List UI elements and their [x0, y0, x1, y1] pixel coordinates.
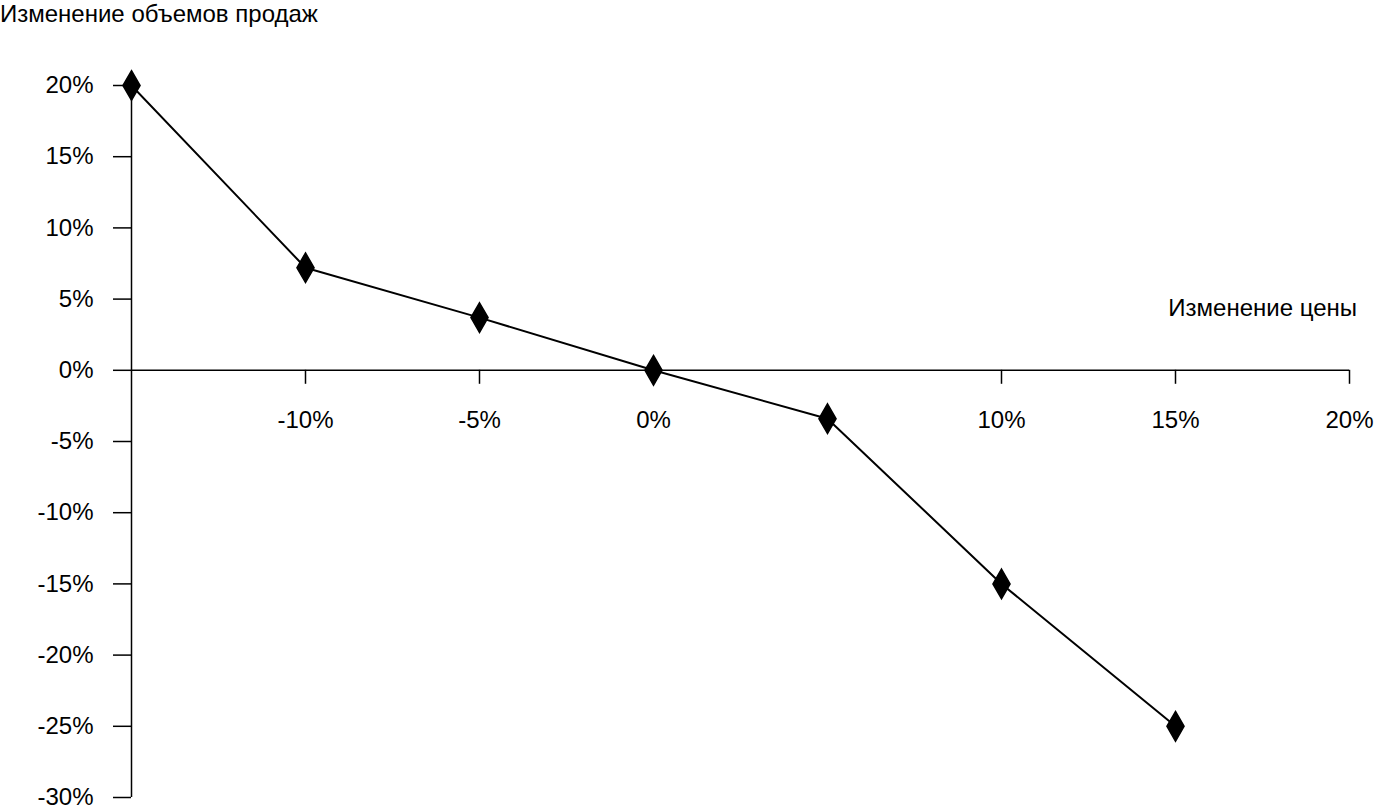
svg-text:-10%: -10% [37, 498, 93, 525]
svg-text:-20%: -20% [37, 641, 93, 668]
svg-text:5%: 5% [59, 285, 94, 312]
svg-text:10%: 10% [45, 214, 93, 241]
svg-text:-15%: -15% [37, 570, 93, 597]
svg-text:-30%: -30% [37, 783, 93, 808]
svg-text:-10%: -10% [277, 406, 333, 433]
svg-text:-5%: -5% [51, 427, 94, 454]
svg-text:20%: 20% [45, 71, 93, 98]
svg-text:10%: 10% [977, 406, 1025, 433]
svg-text:-5%: -5% [458, 406, 501, 433]
svg-text:15%: 15% [1151, 406, 1199, 433]
svg-text:0%: 0% [636, 406, 671, 433]
svg-text:15%: 15% [45, 142, 93, 169]
svg-text:-25%: -25% [37, 712, 93, 739]
svg-text:20%: 20% [1325, 406, 1373, 433]
html-text:Изменение цены: Изменение цены [1168, 294, 1357, 321]
svg-text:0%: 0% [59, 356, 94, 383]
html-text:Изменение объемов продаж: Изменение объемов продаж [0, 0, 318, 27]
